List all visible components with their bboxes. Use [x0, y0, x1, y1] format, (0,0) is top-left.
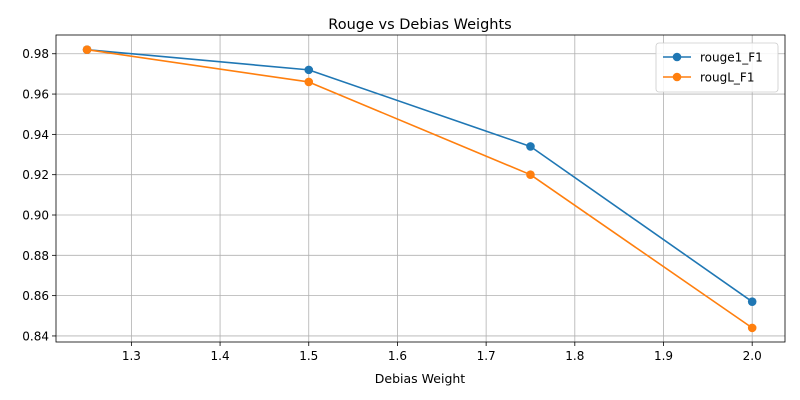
y-tick-label: 0.84 [22, 329, 49, 343]
x-tick-label: 2.0 [743, 349, 762, 363]
legend-label: rouge1_F1 [700, 51, 763, 65]
y-tick-label: 0.94 [22, 128, 49, 142]
series-line [86, 48, 753, 303]
data-point [526, 170, 535, 179]
x-tick-label: 1.4 [211, 349, 230, 363]
x-tick-label: 1.5 [299, 349, 318, 363]
y-tick-label: 0.92 [22, 168, 49, 182]
data-point [747, 323, 757, 333]
x-axis: 1.3 1.4 1.5 1.6 1.7 1.8 1.9 2.0 [122, 342, 762, 363]
series-layer [82, 45, 757, 333]
data-point [747, 297, 757, 306]
chart-title: Rouge vs Debias Weights [328, 17, 511, 33]
legend-item: rougL_F1 [663, 71, 754, 85]
x-tick-label: 1.6 [388, 349, 407, 363]
x-tick-label: 1.8 [565, 349, 584, 363]
y-tick-label: 0.86 [22, 289, 49, 303]
y-tick-label: 0.96 [22, 88, 49, 102]
legend-box [655, 42, 779, 93]
data-point [526, 142, 535, 151]
y-tick-label: 0.98 [22, 47, 49, 61]
data-point [304, 77, 314, 87]
y-axis: 0.84 0.86 0.88 0.90 0.92 0.94 0.96 0.98 [22, 47, 56, 343]
legend-label: rougL_F1 [700, 71, 754, 85]
x-tick-label: 1.9 [654, 349, 673, 363]
data-point [304, 65, 314, 75]
legend: rouge1_F1 rougL_F1 [655, 42, 779, 93]
y-tick-label: 0.90 [22, 209, 49, 223]
x-axis-label: Debias Weight [375, 371, 466, 386]
series-line [86, 48, 753, 329]
series-rougL_F1 [82, 45, 757, 333]
x-tick-label: 1.7 [477, 349, 496, 363]
plot-frame [55, 34, 786, 343]
legend-item: rouge1_F1 [663, 51, 763, 65]
legend-marker [672, 52, 682, 62]
data-point [82, 45, 92, 55]
y-tick-label: 0.88 [22, 249, 49, 263]
legend-marker [672, 72, 682, 82]
x-tick-label: 1.3 [122, 349, 141, 363]
